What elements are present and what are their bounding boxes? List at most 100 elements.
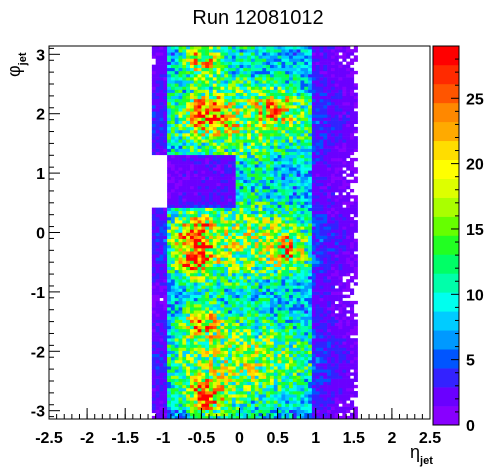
heatmap-cell xyxy=(170,391,176,395)
heatmap-cell xyxy=(250,98,256,103)
heatmap-cell xyxy=(174,198,179,202)
heatmap-cell xyxy=(201,347,206,351)
heatmap-cell xyxy=(300,319,305,323)
heatmap-cell xyxy=(243,73,248,78)
heatmap-cell xyxy=(300,98,305,103)
heatmap-cell xyxy=(182,344,187,348)
heatmap-cell xyxy=(228,412,233,417)
heatmap-cell xyxy=(186,123,191,128)
heatmap-cell xyxy=(201,216,206,221)
heatmap-cell xyxy=(209,325,214,330)
heatmap-cell xyxy=(193,89,198,93)
heatmap-cell xyxy=(212,105,217,109)
heatmap-cell xyxy=(201,331,206,336)
heatmap-cell xyxy=(285,294,290,299)
heatmap-cell xyxy=(292,347,297,351)
heatmap-cell xyxy=(167,319,172,323)
heatmap-cell xyxy=(243,238,248,243)
heatmap-cell xyxy=(292,139,297,143)
heatmap-cell xyxy=(197,111,202,115)
heatmap-cell xyxy=(247,98,252,103)
heatmap-cell xyxy=(300,347,305,351)
heatmap-cell xyxy=(235,108,240,112)
heatmap-cell xyxy=(273,49,278,53)
heatmap-cell xyxy=(167,89,172,93)
heatmap-cell xyxy=(170,114,176,118)
heatmap-cell xyxy=(277,70,282,75)
heatmap-cell xyxy=(250,372,256,376)
heatmap-cell xyxy=(174,46,179,50)
heatmap-cell xyxy=(266,229,271,233)
heatmap-cell xyxy=(262,92,267,97)
heatmap-cell xyxy=(266,322,271,327)
heatmap-cell xyxy=(281,375,286,379)
heatmap-cell xyxy=(167,232,172,236)
heatmap-cell xyxy=(243,303,248,308)
heatmap-cell xyxy=(205,61,210,65)
heatmap-cell xyxy=(216,369,221,373)
heatmap-cell xyxy=(292,359,297,364)
heatmap-cell xyxy=(273,350,278,355)
heatmap-cell xyxy=(197,105,202,109)
heatmap-cell xyxy=(277,415,282,420)
heatmap-cell xyxy=(266,157,271,162)
heatmap-cell xyxy=(216,316,221,320)
heatmap-cell xyxy=(186,279,191,283)
heatmap-cell xyxy=(189,415,195,420)
heatmap-cell xyxy=(212,257,217,261)
heatmap-cell xyxy=(212,260,217,264)
heatmap-cell xyxy=(285,61,290,65)
heatmap-cell xyxy=(205,216,210,221)
heatmap-cell xyxy=(250,223,256,227)
heatmap-cell xyxy=(178,303,183,308)
heatmap-cell xyxy=(220,282,225,286)
heatmap-cell xyxy=(281,70,286,75)
heatmap-cell xyxy=(243,126,248,131)
heatmap-cell xyxy=(159,350,164,355)
heatmap-cell xyxy=(205,145,210,149)
heatmap-cell xyxy=(224,291,229,295)
heatmap-cell xyxy=(231,241,236,246)
heatmap-cell xyxy=(281,223,286,227)
heatmap-cell xyxy=(151,359,156,364)
heatmap-cell xyxy=(281,400,286,404)
heatmap-cell xyxy=(250,126,256,131)
heatmap-cell xyxy=(269,316,275,320)
heatmap-cell xyxy=(197,58,202,62)
heatmap-cell xyxy=(266,92,271,97)
heatmap-cell xyxy=(155,120,160,125)
heatmap-cell xyxy=(304,260,309,264)
heatmap-cell xyxy=(216,269,221,274)
heatmap-cell xyxy=(170,117,176,121)
heatmap-cell xyxy=(228,101,233,106)
heatmap-cell xyxy=(224,359,229,364)
heatmap-cell xyxy=(250,394,256,398)
heatmap-cell xyxy=(281,282,286,286)
heatmap-cell xyxy=(201,391,206,395)
heatmap-cell xyxy=(304,322,309,327)
heatmap-cell xyxy=(182,151,187,156)
heatmap-cell xyxy=(243,288,248,292)
heatmap-cell xyxy=(209,359,214,364)
heatmap-cell xyxy=(273,291,278,295)
heatmap-cell xyxy=(167,216,172,221)
heatmap-cell xyxy=(178,248,183,252)
heatmap-cell xyxy=(273,108,278,112)
heatmap-cell xyxy=(285,73,290,78)
heatmap-cell xyxy=(163,378,168,382)
heatmap-cell xyxy=(189,319,195,323)
heatmap-cell xyxy=(163,282,168,286)
heatmap-cell xyxy=(311,359,316,364)
heatmap-cell xyxy=(228,133,233,137)
heatmap-cell xyxy=(189,400,195,404)
heatmap-cell xyxy=(163,251,168,255)
heatmap-cell xyxy=(300,161,305,165)
heatmap-cell xyxy=(220,387,225,392)
heatmap-cell xyxy=(247,316,252,320)
heatmap-cell xyxy=(163,254,168,258)
heatmap-cell xyxy=(224,288,229,292)
heatmap-cell xyxy=(296,216,301,221)
heatmap-cell xyxy=(228,210,233,215)
heatmap-cell xyxy=(300,412,305,417)
heatmap-cell xyxy=(201,98,206,103)
